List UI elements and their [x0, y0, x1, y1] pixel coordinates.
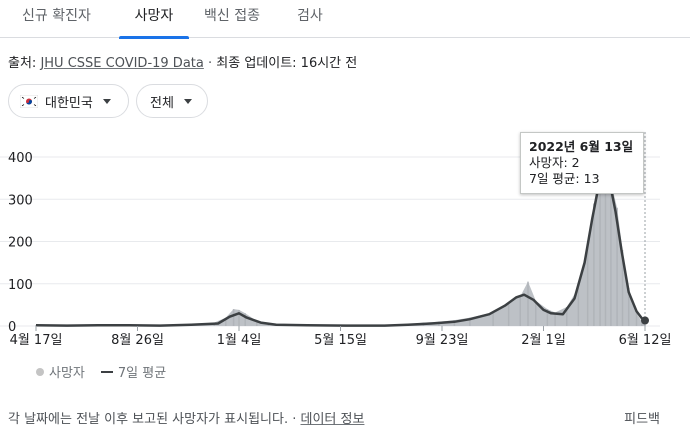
tooltip-average: 7일 평균: 13: [529, 171, 600, 186]
source-prefix: 출처:: [8, 56, 41, 71]
feedback-link[interactable]: 피드백: [624, 412, 660, 427]
y-tick-label: 100: [8, 278, 33, 293]
tab-deaths[interactable]: 사망자: [119, 6, 189, 39]
x-tick-label: 1월 4일: [217, 333, 262, 348]
tab-label: 백신 접종: [204, 8, 260, 24]
hover-point: [641, 316, 649, 325]
chevron-down-icon: [183, 98, 192, 104]
daily-deaths-area: [36, 157, 645, 326]
x-tick-label: 2월 1일: [521, 333, 566, 348]
scope-dropdown[interactable]: 전체: [136, 84, 208, 118]
active-tab-indicator: [119, 36, 189, 39]
footer-text: 각 날짜에는 전날 이후 보고된 사망자가 표시됩니다.: [8, 412, 289, 427]
tab-tests[interactable]: 검사: [297, 6, 323, 38]
chart-legend: 사망자 7일 평균: [36, 362, 166, 381]
tab-label: 검사: [297, 8, 323, 24]
tooltip-deaths: 사망자: 2: [529, 155, 580, 170]
region-label: 대한민국: [45, 95, 93, 111]
y-tick-label: 300: [8, 193, 33, 208]
source-line: 출처: JHU CSSE COVID-19 Data · 최종 업데이트: 16…: [8, 52, 357, 71]
x-tick-label: 8월 26일: [111, 333, 164, 348]
south-korea-flag-icon: [20, 94, 38, 108]
last-updated-text: 최종 업데이트: 16시간 전: [216, 56, 358, 71]
x-tick-label: 6월 12일: [619, 333, 672, 348]
x-tick-label: 9월 23일: [416, 333, 469, 348]
region-dropdown[interactable]: 대한민국: [8, 84, 129, 118]
x-tick-label: 4월 17일: [10, 333, 63, 348]
y-tick-label: 0: [8, 320, 16, 335]
source-separator: ·: [203, 56, 217, 71]
legend-label-average: 7일 평균: [117, 366, 167, 381]
tab-new-cases[interactable]: 신규 확진자: [22, 6, 91, 38]
y-tick-label: 400: [8, 151, 33, 166]
tab-vaccination[interactable]: 백신 접종: [204, 6, 260, 38]
data-info-link[interactable]: 데이터 정보: [300, 412, 365, 427]
tab-bar: 신규 확진자 사망자 백신 접종 검사: [0, 0, 690, 39]
average-legend-marker: [100, 370, 113, 373]
tooltip-date: 2022년 6월 13일: [529, 139, 634, 154]
y-tick-label: 200: [8, 236, 33, 251]
tab-label: 사망자: [134, 8, 174, 24]
chevron-down-icon: [102, 98, 111, 104]
daily-deaths-legend-marker: [36, 367, 44, 376]
footer-note: 각 날짜에는 전날 이후 보고된 사망자가 표시됩니다. · 데이터 정보: [8, 408, 364, 427]
seven-day-average-line: [35, 176, 646, 327]
source-link[interactable]: JHU CSSE COVID-19 Data: [40, 56, 204, 71]
x-tick-label: 5월 15일: [314, 333, 367, 348]
tab-label: 신규 확진자: [22, 8, 91, 24]
legend-label-deaths: 사망자: [49, 366, 85, 381]
chart-tooltip: 2022년 6월 13일 사망자: 2 7일 평균: 13: [520, 132, 644, 194]
deaths-chart[interactable]: 0 100 200 300 400 4월 17일 8월 26일 1월 4일 5월 15일 9월 …: [0, 120, 690, 352]
footer-separator: ·: [288, 412, 301, 427]
scope-label: 전체: [150, 95, 174, 111]
